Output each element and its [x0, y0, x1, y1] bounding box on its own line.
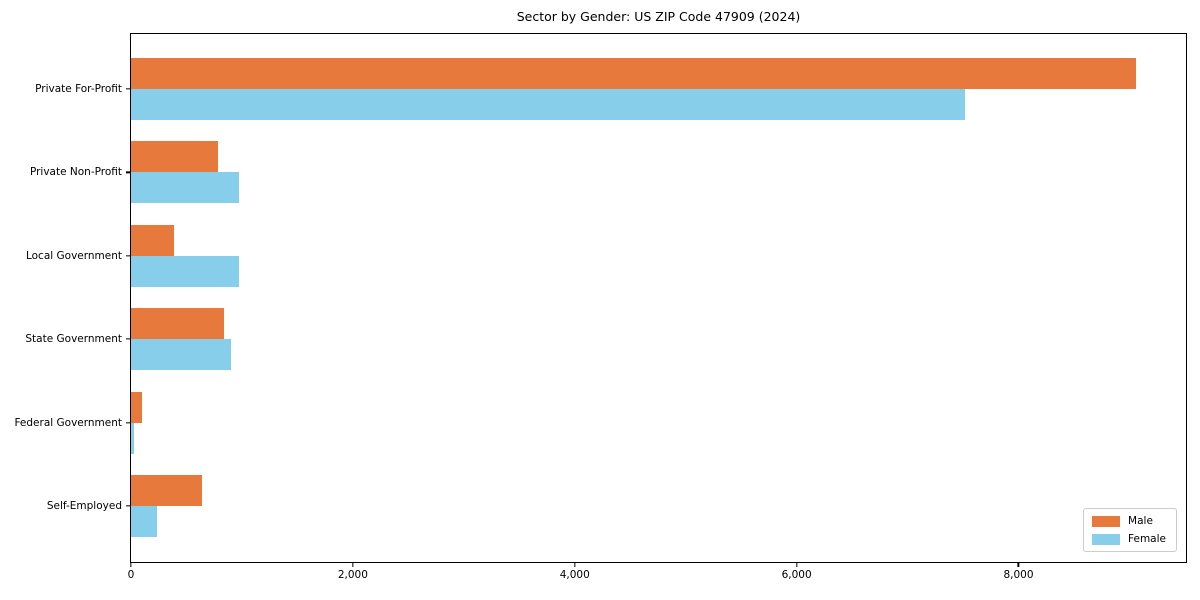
y-tick-mark — [126, 505, 130, 507]
x-tick-label: 6,000 — [781, 569, 812, 581]
legend: Male Female — [1083, 508, 1177, 552]
x-tick-label: 4,000 — [559, 569, 590, 581]
bar-male-2 — [131, 141, 218, 173]
bar-group: Private For-Profit — [35, 58, 1186, 120]
legend-swatch-female — [1092, 533, 1121, 545]
x-tick-label: 8,000 — [1003, 569, 1034, 581]
legend-swatch-male — [1092, 515, 1121, 527]
plot-area: Private For-Profit Private Non-Profit Loca… — [14, 33, 1187, 581]
category-label: Federal Government — [14, 416, 122, 429]
x-tick-label: 2,000 — [337, 569, 368, 581]
bar-female-4 — [131, 339, 232, 371]
bar-male-6 — [131, 474, 202, 506]
legend-label-male: Male — [1128, 515, 1153, 527]
x-tick-mark — [130, 562, 132, 567]
bar-female-6 — [131, 505, 157, 537]
bar-group: Local Government — [26, 224, 1186, 287]
legend-item-female: Female — [1092, 533, 1166, 545]
bar-female-5 — [131, 422, 135, 454]
bars-region: Private For-Profit Private Non-Profit Loca… — [14, 34, 1186, 562]
bar-female-3 — [131, 255, 239, 287]
x-tick-mark — [574, 562, 576, 567]
category-label: Private For-Profit — [35, 83, 122, 95]
bar-female-2 — [131, 172, 239, 204]
y-tick-mark — [126, 421, 130, 424]
x-tick-mark — [352, 562, 354, 567]
y-tick-mark — [126, 338, 130, 340]
bar-male-4 — [131, 308, 224, 340]
x-tick-mark — [1017, 562, 1020, 567]
legend-label-female: Female — [1128, 533, 1166, 545]
x-tick-label: 0 — [127, 569, 135, 581]
bar-group: Self-Employed — [47, 474, 1186, 537]
category-label: Private Non-Profit — [29, 166, 122, 179]
bar-male-3 — [131, 224, 175, 256]
category-label: Local Government — [25, 249, 122, 262]
bar-group: State Government — [25, 308, 1186, 371]
bar-male-5 — [131, 391, 142, 423]
y-tick-mark — [126, 255, 130, 257]
x-tick-mark — [795, 562, 798, 567]
bar-female-1 — [131, 89, 966, 120]
bar-group: Federal Government — [14, 391, 1186, 454]
y-tick-mark — [126, 171, 130, 174]
y-tick-mark — [126, 88, 130, 90]
category-label: Self-Employed — [46, 499, 122, 512]
bar-male-1 — [131, 58, 1136, 89]
category-label: State Government — [25, 333, 122, 346]
chart-title: Sector by Gender: US ZIP Code 47909 (202… — [516, 9, 801, 24]
bar-group: Private Non-Profit — [30, 141, 1186, 204]
legend-item-male: Male — [1092, 515, 1166, 527]
